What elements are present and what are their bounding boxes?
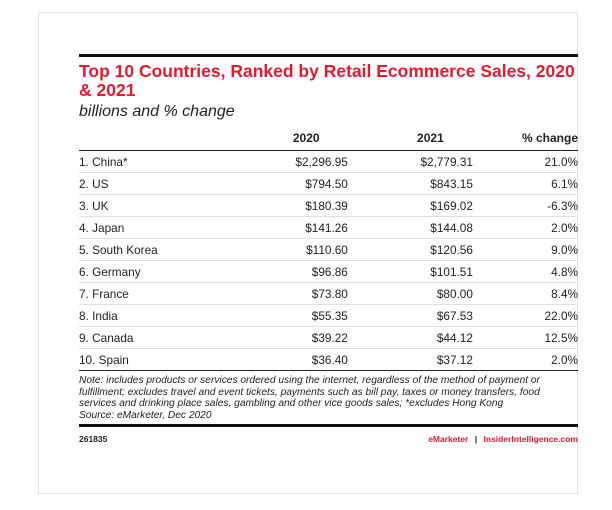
table-header-row: 2020 2021 % change	[79, 126, 578, 151]
cell-2020: $141.26	[226, 216, 348, 239]
cell-2021: $37.12	[347, 348, 473, 371]
top-rule	[79, 54, 578, 57]
cell-2021: $2,779.31	[347, 150, 473, 173]
cell-change: 4.8%	[472, 260, 578, 283]
cell-change: 21.0%	[472, 150, 578, 173]
header-change: % change	[472, 126, 578, 151]
card-content: Top 10 Countries, Ranked by Retail Ecomm…	[79, 54, 578, 444]
table-row: 6. Germany $96.86 $101.51 4.8%	[79, 260, 578, 283]
chart-card: Top 10 Countries, Ranked by Retail Ecomm…	[38, 12, 578, 494]
footnote: Note: includes products or services orde…	[79, 375, 578, 421]
cell-2020: $55.35	[226, 304, 348, 327]
cell-2020: $73.80	[226, 282, 348, 305]
cell-country: 9. Canada	[79, 326, 227, 349]
cell-2021: $144.08	[347, 216, 473, 239]
table-row: 10. Spain $36.40 $37.12 2.0%	[79, 348, 578, 371]
cell-2021: $120.56	[347, 238, 473, 261]
cell-change: 22.0%	[472, 304, 578, 327]
cell-2021: $80.00	[347, 282, 473, 305]
cell-country: 8. India	[79, 304, 227, 327]
bottom-rule	[79, 424, 578, 428]
table-row: 5. South Korea $110.60 $120.56 9.0%	[79, 238, 578, 261]
cell-2021: $169.02	[347, 194, 473, 217]
header-country	[79, 126, 227, 151]
data-table: 2020 2021 % change 1. China* $2,296.95 $2,…	[79, 126, 578, 371]
cell-2021: $67.53	[347, 304, 473, 327]
cell-2020: $96.86	[226, 260, 348, 283]
page-title: Top 10 Countries, Ranked by Retail Ecomm…	[79, 61, 575, 100]
subtitle: billions and % change	[79, 103, 235, 120]
cell-2020: $2,296.95	[226, 150, 348, 173]
cell-change: 12.5%	[472, 326, 578, 349]
cell-2020: $36.40	[226, 348, 348, 371]
cell-change: 9.0%	[472, 238, 578, 261]
cell-country: 2. US	[79, 172, 227, 195]
table-row: 2. US $794.50 $843.15 6.1%	[79, 172, 578, 195]
cell-country: 4. Japan	[79, 216, 227, 239]
cell-2020: $794.50	[226, 172, 348, 195]
cell-2021: $101.51	[347, 260, 473, 283]
footer: 261835 eMarketer | InsiderIntelligence.c…	[79, 434, 578, 444]
note-text: Note: includes products or services orde…	[79, 375, 540, 410]
cell-change: 2.0%	[472, 348, 578, 371]
cell-2021: $843.15	[347, 172, 473, 195]
cell-country: 1. China*	[79, 150, 227, 173]
cell-2020: $39.22	[226, 326, 348, 349]
table-row: 8. India $55.35 $67.53 22.0%	[79, 304, 578, 327]
table-body: 1. China* $2,296.95 $2,779.31 21.0% 2. US $79…	[79, 150, 578, 371]
cell-2021: $44.12	[347, 326, 473, 349]
table-row: 3. UK $180.39 $169.02 -6.3%	[79, 194, 578, 217]
chart-id: 261835	[79, 434, 108, 445]
brand-separator: |	[474, 434, 478, 445]
cell-2020: $110.60	[226, 238, 348, 261]
cell-country: 5. South Korea	[79, 238, 227, 261]
brand-credit: eMarketer | InsiderIntelligence.com	[428, 434, 578, 444]
cell-change: 2.0%	[472, 216, 578, 239]
brand-emarketer: eMarketer	[428, 434, 469, 445]
table-row: 1. China* $2,296.95 $2,779.31 21.0%	[79, 150, 578, 173]
cell-change: -6.3%	[472, 194, 578, 217]
cell-country: 3. UK	[79, 194, 227, 217]
table-row: 4. Japan $141.26 $144.08 2.0%	[79, 216, 578, 239]
table-row: 9. Canada $39.22 $44.12 12.5%	[79, 326, 578, 349]
cell-country: 6. Germany	[79, 260, 227, 283]
source-text: Source: eMarketer, Dec 2020	[79, 409, 212, 421]
cell-change: 6.1%	[472, 172, 578, 195]
table-row: 7. France $73.80 $80.00 8.4%	[79, 282, 578, 305]
cell-change: 8.4%	[472, 282, 578, 305]
cell-country: 10. Spain	[79, 348, 227, 371]
brand-insider-intelligence[interactable]: InsiderIntelligence.com	[483, 434, 578, 445]
header-2020: 2020	[226, 126, 348, 151]
cell-country: 7. France	[79, 282, 227, 305]
cell-2020: $180.39	[226, 194, 348, 217]
header-2021: 2021	[347, 126, 473, 151]
